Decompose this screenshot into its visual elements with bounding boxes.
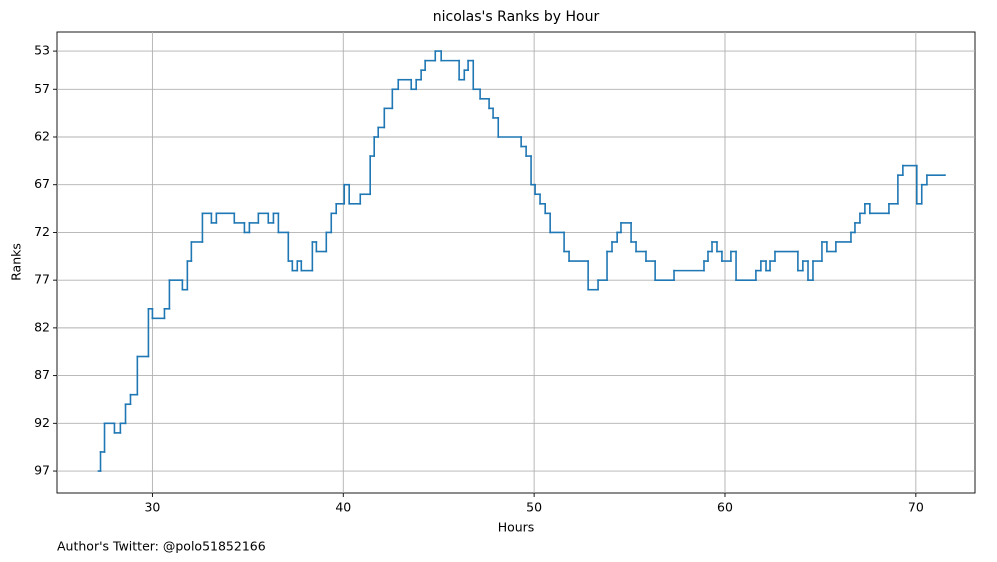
x-tick-label: 70 <box>908 500 924 515</box>
y-tick-label: 53 <box>34 43 50 58</box>
chart-title: nicolas's Ranks by Hour <box>433 9 600 25</box>
y-tick-label: 72 <box>34 224 50 239</box>
x-tick-label: 30 <box>144 500 160 515</box>
x-axis-label: Hours <box>498 520 535 535</box>
y-tick-label: 67 <box>34 176 50 191</box>
y-tick-label: 57 <box>34 81 50 96</box>
x-tick-label: 40 <box>335 500 351 515</box>
plot-frame <box>56 31 976 494</box>
y-tick-label: 77 <box>34 272 50 287</box>
x-tick-label: 50 <box>526 500 542 515</box>
y-tick-label: 92 <box>34 415 50 430</box>
y-tick-label: 97 <box>34 463 50 478</box>
y-tick-label: 87 <box>34 367 50 382</box>
footer-note: Author's Twitter: @polo51852166 <box>57 539 266 554</box>
x-tick-label: 60 <box>717 500 733 515</box>
y-tick-label: 82 <box>34 319 50 334</box>
y-axis-label: Ranks <box>9 243 24 281</box>
y-tick-label: 62 <box>34 128 50 143</box>
